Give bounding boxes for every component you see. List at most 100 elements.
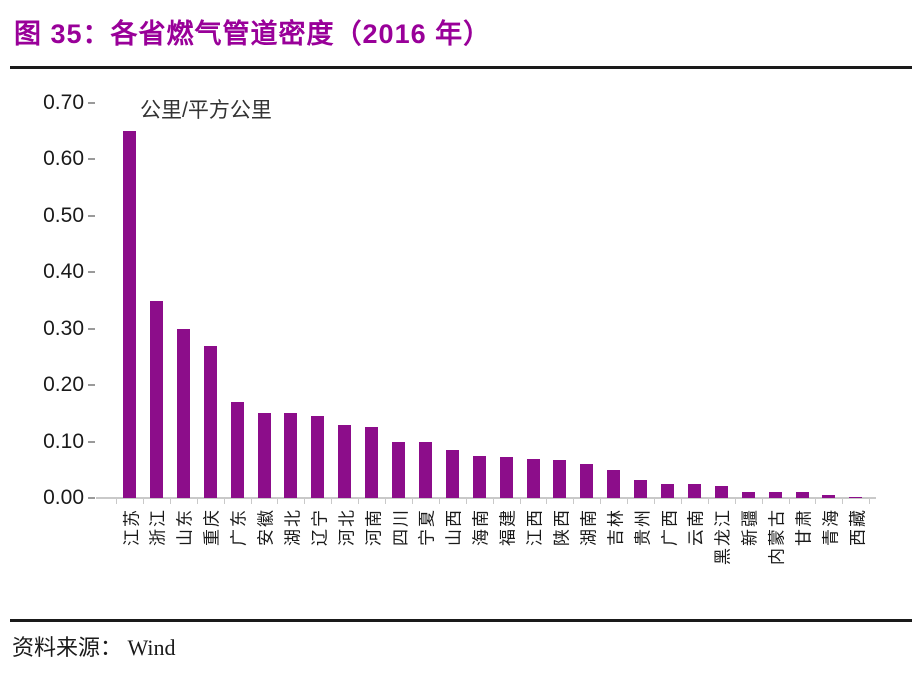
x-tick-label-内蒙古: 内蒙古 — [767, 508, 787, 565]
x-tick-label-安徽: 安徽 — [256, 508, 276, 546]
x-tick-label-浙江: 浙江 — [148, 508, 168, 546]
bar-福建 — [499, 457, 513, 498]
y-tick-mark — [88, 102, 95, 104]
x-tick-label-甘肃: 甘肃 — [794, 508, 814, 546]
bar-湖南 — [580, 464, 594, 498]
x-tick-mark — [116, 499, 118, 504]
x-tick-mark — [304, 499, 306, 504]
x-tick-mark — [411, 499, 413, 504]
bar-黑龙江 — [714, 485, 728, 498]
bar-山西 — [445, 450, 459, 498]
y-tick-label-0.60: 0.60 — [43, 147, 84, 171]
x-tick-label-江西: 江西 — [525, 508, 545, 546]
bar-重庆 — [203, 345, 217, 498]
x-axis-line — [96, 497, 876, 499]
bar-西藏 — [849, 496, 863, 498]
y-tick-label-0.40: 0.40 — [43, 260, 84, 284]
x-tick-label-四川: 四川 — [391, 508, 410, 546]
x-tick-mark — [761, 499, 763, 504]
bar-安徽 — [257, 413, 271, 498]
x-tick-label-宁夏: 宁夏 — [417, 508, 437, 546]
x-tick-mark — [707, 499, 709, 504]
bar-海南 — [472, 455, 486, 498]
bar-河北 — [338, 424, 352, 498]
x-tick-label-吉林: 吉林 — [606, 508, 626, 546]
x-tick-label-湖北: 湖北 — [283, 508, 303, 546]
x-tick-mark — [627, 499, 629, 504]
x-tick-label-广东: 广东 — [229, 508, 249, 546]
x-tick-mark — [250, 499, 252, 504]
y-tick-label-0.20: 0.20 — [43, 373, 84, 397]
bar-四川 — [392, 441, 405, 498]
x-tick-label-重庆: 重庆 — [202, 508, 222, 546]
y-tick-mark — [88, 271, 95, 274]
x-tick-mark — [223, 499, 225, 504]
bar-河南 — [365, 427, 379, 498]
y-tick-mark — [88, 158, 95, 161]
x-tick-label-山西: 山西 — [444, 508, 464, 546]
bar-湖北 — [284, 413, 298, 498]
bar-青海 — [822, 495, 836, 498]
x-tick-mark — [600, 499, 602, 504]
y-tick-mark — [88, 327, 95, 330]
x-tick-mark — [654, 499, 656, 504]
x-tick-label-河南: 河南 — [364, 508, 384, 546]
x-tick-mark — [842, 499, 844, 504]
bar-江西 — [526, 458, 540, 498]
y-tick-label-0.00: 0.00 — [43, 486, 84, 509]
y-tick-mark — [88, 214, 95, 217]
bar-广西 — [661, 483, 674, 498]
x-tick-label-海南: 海南 — [471, 508, 491, 546]
y-tick-label-0.30: 0.30 — [43, 316, 84, 340]
x-tick-mark — [465, 499, 467, 504]
y-axis-unit-label: 公里/平方公里 — [140, 99, 272, 122]
x-tick-mark — [142, 499, 144, 504]
x-tick-mark — [492, 499, 494, 504]
x-tick-mark — [519, 499, 521, 504]
bar-浙江 — [149, 300, 163, 498]
x-tick-mark — [815, 499, 817, 504]
figure-title: 图 35：各省燃气管道密度（2016 年） — [14, 19, 492, 49]
bar-新疆 — [741, 492, 755, 498]
x-tick-mark — [869, 499, 871, 504]
x-tick-mark — [385, 499, 387, 504]
x-tick-label-江苏: 江苏 — [122, 508, 141, 546]
bar-甘肃 — [795, 492, 809, 498]
bar-广东 — [230, 402, 244, 498]
x-tick-mark — [573, 499, 575, 504]
bar-江苏 — [123, 131, 136, 498]
x-tick-mark — [196, 499, 198, 504]
x-tick-mark — [734, 499, 736, 504]
x-tick-label-陕西: 陕西 — [552, 508, 572, 546]
x-tick-label-河北: 河北 — [337, 508, 357, 546]
y-tick-mark — [88, 440, 95, 443]
bar-吉林 — [607, 469, 621, 498]
divider-bottom — [10, 619, 912, 622]
x-tick-label-黑龙江: 黑龙江 — [713, 508, 733, 565]
y-tick-label-0.50: 0.50 — [43, 203, 84, 227]
x-tick-mark — [277, 499, 279, 504]
x-tick-mark — [546, 499, 548, 504]
x-tick-label-辽宁: 辽宁 — [310, 508, 330, 546]
bar-宁夏 — [418, 441, 432, 498]
x-tick-mark — [169, 499, 171, 504]
x-tick-label-湖南: 湖南 — [579, 508, 599, 546]
bar-贵州 — [634, 479, 648, 498]
y-tick-label-0.10: 0.10 — [43, 429, 84, 453]
bar-辽宁 — [311, 416, 325, 498]
bar-内蒙古 — [768, 492, 782, 498]
x-tick-label-福建: 福建 — [498, 508, 518, 546]
x-tick-mark — [788, 499, 790, 504]
x-tick-label-广西: 广西 — [660, 508, 679, 546]
bar-云南 — [687, 483, 701, 498]
y-tick-mark — [88, 384, 95, 387]
x-tick-label-西藏: 西藏 — [848, 508, 868, 546]
x-tick-label-青海: 青海 — [821, 508, 841, 546]
x-tick-mark — [438, 499, 440, 504]
y-tick-label-0.70: 0.70 — [43, 91, 84, 114]
x-tick-label-贵州: 贵州 — [633, 508, 653, 546]
divider-top — [10, 66, 912, 69]
x-tick-mark — [358, 499, 360, 504]
bar-陕西 — [553, 459, 567, 498]
